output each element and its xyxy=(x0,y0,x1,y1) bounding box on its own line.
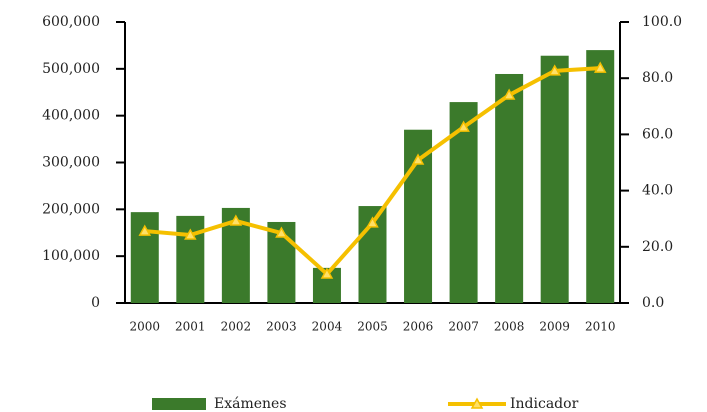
line-marker xyxy=(548,64,561,76)
x-tick-label: 2006 xyxy=(403,320,434,334)
line-marker xyxy=(457,120,470,132)
y2-tick-label: 40.0 xyxy=(642,183,673,199)
line-marker xyxy=(593,61,607,73)
y-tick-label: 200,000 xyxy=(42,201,100,217)
y2-tick-label: 0.0 xyxy=(642,295,664,311)
x-tick-label: 2001 xyxy=(175,320,206,334)
y2-tick-label: 20.0 xyxy=(642,239,673,255)
x-tick-label: 2002 xyxy=(221,320,252,334)
line-marker xyxy=(138,224,152,236)
y2-tick-label: 80.0 xyxy=(642,70,673,86)
line-marker xyxy=(366,216,379,228)
legend-label: Exámenes xyxy=(214,396,287,412)
line-marker xyxy=(229,214,243,226)
x-tick-label: 2000 xyxy=(129,320,160,334)
y-tick-label: 100,000 xyxy=(42,248,100,264)
legend-marker xyxy=(470,397,484,409)
x-tick-label: 2004 xyxy=(312,320,343,334)
y-tick-label: 0 xyxy=(91,295,100,311)
x-tick-label: 2009 xyxy=(539,320,570,334)
line-marker xyxy=(502,88,516,100)
legend-label: Indicador xyxy=(510,396,579,412)
line-marker xyxy=(320,267,334,279)
bar xyxy=(495,73,524,303)
y2-tick-label: 100.0 xyxy=(642,14,682,30)
y-tick-label: 500,000 xyxy=(42,61,100,77)
x-tick-label: 2008 xyxy=(494,320,525,334)
line-marker xyxy=(275,226,288,238)
line-marker xyxy=(184,228,197,240)
bar xyxy=(540,55,569,303)
x-tick-label: 2007 xyxy=(448,320,479,334)
y-tick-label: 300,000 xyxy=(42,155,100,171)
x-tick-label: 2005 xyxy=(357,320,388,334)
bar xyxy=(586,50,615,303)
y-tick-label: 400,000 xyxy=(42,108,100,124)
line-marker xyxy=(411,153,425,165)
y-tick-label: 600,000 xyxy=(42,14,100,30)
legend-swatch xyxy=(152,398,206,410)
y2-tick-label: 60.0 xyxy=(642,126,673,142)
x-tick-label: 2010 xyxy=(585,320,616,334)
x-tick-label: 2003 xyxy=(266,320,297,334)
